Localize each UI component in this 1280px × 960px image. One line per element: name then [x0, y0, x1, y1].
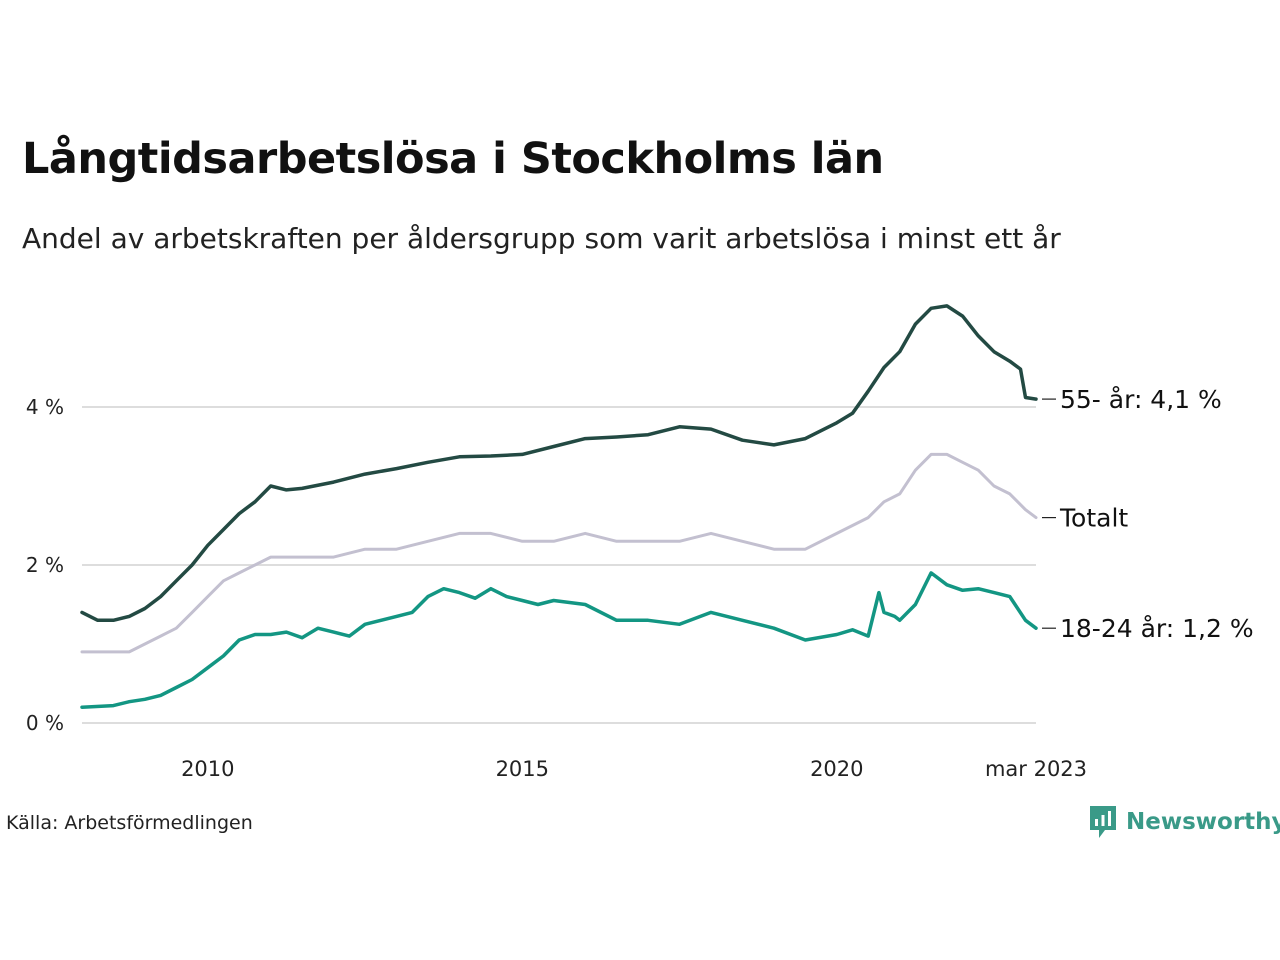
newsworthy-logo-icon: [1090, 806, 1116, 838]
axis-layer: 0 % 2 % 4 % 2010 2015 2020 mar 2023: [26, 395, 1087, 781]
grid-layer: [82, 406, 1036, 724]
end-label-layer: 55- år: 4,1 % Totalt 18-24 år: 1,2 %: [1042, 385, 1254, 643]
chart-title: Långtidsarbetslösa i Stockholms län: [22, 134, 884, 184]
brand-logo[interactable]: Newsworthy: [1088, 804, 1280, 840]
y-tick-label: 0 %: [26, 711, 64, 735]
series-end-label: 18-24 år: 1,2 %: [1060, 614, 1254, 643]
x-tick-label: 2020: [810, 757, 863, 781]
chart-subtitle: Andel av arbetskraften per åldersgrupp s…: [22, 222, 1061, 255]
x-tick-label: mar 2023: [985, 757, 1087, 781]
brand-name: Newsworthy: [1126, 809, 1280, 835]
series-line-2: [80, 452, 1038, 654]
y-tick-label: 2 %: [26, 553, 64, 577]
series-end-label: 55- år: 4,1 %: [1060, 385, 1222, 414]
x-tick-label: 2010: [181, 757, 234, 781]
x-tick-label: 2015: [496, 757, 549, 781]
series-line-3: [80, 571, 1038, 709]
source-note: Källa: Arbetsförmedlingen: [6, 812, 253, 834]
y-tick-label: 4 %: [26, 395, 64, 419]
series-line-1: [80, 304, 1038, 623]
series-layer: [80, 304, 1038, 709]
series-end-label: Totalt: [1059, 504, 1128, 533]
